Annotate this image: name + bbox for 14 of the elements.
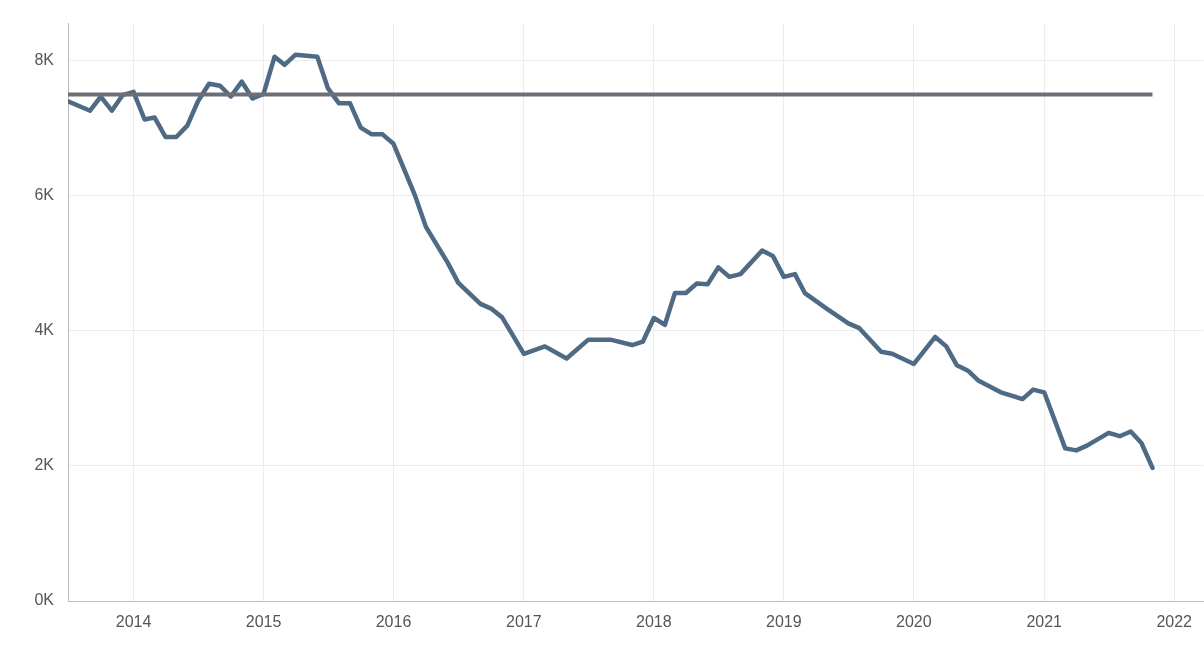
y-tick-label: 6K — [34, 186, 55, 204]
x-tick-label: 2022 — [1156, 613, 1193, 631]
x-tick-label: 2019 — [766, 613, 802, 631]
x-tick-label: 2014 — [115, 613, 152, 631]
x-tick-label: 2015 — [245, 613, 282, 631]
y-tick-label: 2K — [34, 456, 55, 474]
y-tick-label: 8K — [34, 51, 55, 69]
x-tick-label: 2016 — [375, 613, 412, 631]
x-tick-label: 2018 — [636, 613, 672, 631]
x-tick-label: 2020 — [896, 613, 932, 631]
y-tick-label: 0K — [34, 591, 55, 609]
x-tick-label: 2021 — [1026, 613, 1063, 631]
y-tick-label: 4K — [34, 321, 55, 339]
x-tick-label: 2017 — [506, 613, 542, 631]
